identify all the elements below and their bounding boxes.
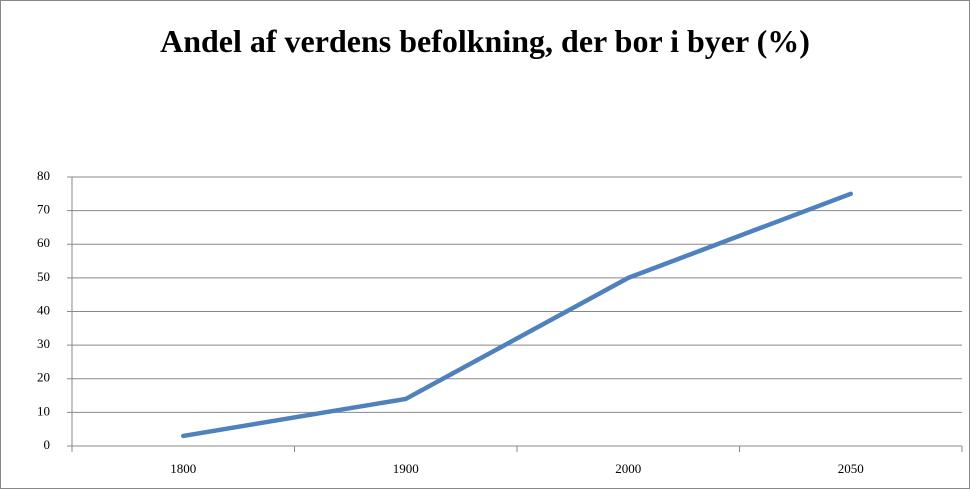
x-tick-label: 1900 [393,461,419,476]
y-tick-label: 40 [37,302,50,317]
x-tick-label: 1800 [170,461,196,476]
y-tick-label: 0 [44,437,51,452]
data-line [181,191,853,439]
y-tick-label: 50 [37,269,50,284]
x-tick-label: 2000 [615,461,641,476]
y-tick-label: 70 [37,202,50,217]
y-tick-label: 60 [37,235,50,250]
y-tick-label: 20 [37,370,50,385]
y-tick-label: 30 [37,336,50,351]
y-tick-label: 10 [37,403,50,418]
x-tick-label: 2050 [838,461,864,476]
y-tick-label: 80 [37,168,50,183]
chart-title: Andel af verdens befolkning, der bor i b… [160,23,810,59]
